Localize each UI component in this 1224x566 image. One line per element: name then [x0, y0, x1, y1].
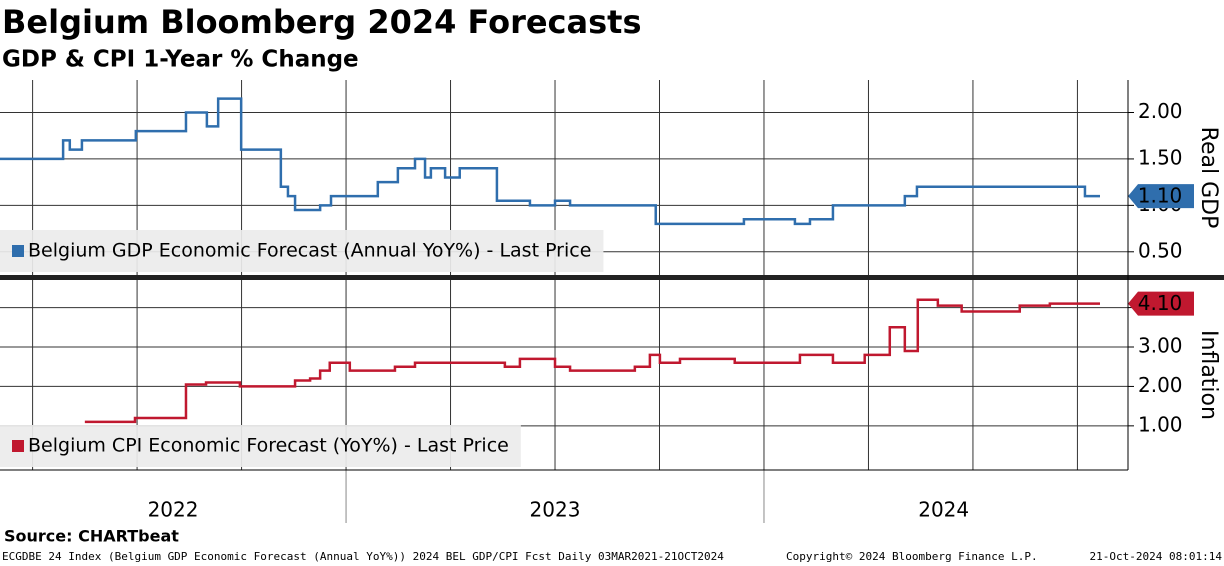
legend-swatch [12, 440, 24, 452]
footer-right: 21-Oct-2024 08:01:14 [1090, 550, 1223, 563]
panel-divider [0, 275, 1224, 280]
x-tick-label: 2022 [148, 498, 199, 522]
footer-left: ECGDBE 24 Index (Belgium GDP Economic Fo… [2, 550, 724, 563]
legend-swatch [12, 245, 24, 257]
y-tick-label: 2.00 [1138, 373, 1183, 397]
y-tick-label: 2.00 [1138, 99, 1183, 123]
y-tick-label: 1.00 [1138, 412, 1183, 436]
footer-center: Copyright© 2024 Bloomberg Finance L.P. [786, 550, 1038, 563]
y-tick-label: 0.50 [1138, 238, 1183, 262]
last-value-badge [1128, 184, 1194, 209]
last-value-badge [1128, 291, 1194, 316]
legend-box [0, 425, 521, 467]
x-tick-label: 2023 [530, 498, 581, 522]
series-line [0, 97, 1100, 226]
last-value-label: 4.10 [1138, 291, 1183, 315]
legend-label: Belgium GDP Economic Forecast (Annual Yo… [28, 240, 591, 262]
series-line [84, 298, 1100, 424]
chart-subtitle: GDP & CPI 1-Year % Change [2, 47, 359, 73]
legend-box [0, 230, 604, 272]
y-tick-label: 1.50 [1138, 145, 1183, 169]
x-tick-label: 2024 [918, 498, 969, 522]
legend-label: Belgium CPI Economic Forecast (YoY%) - L… [28, 435, 509, 457]
y-tick-label: 3.00 [1138, 334, 1183, 358]
last-value-label: 1.10 [1138, 184, 1183, 208]
chart-title: Belgium Bloomberg 2024 Forecasts [2, 3, 642, 41]
source: Source: CHARTbeat [4, 527, 179, 546]
axis-label: Inflation [1196, 330, 1221, 420]
axis-label: Real GDP [1196, 127, 1221, 229]
